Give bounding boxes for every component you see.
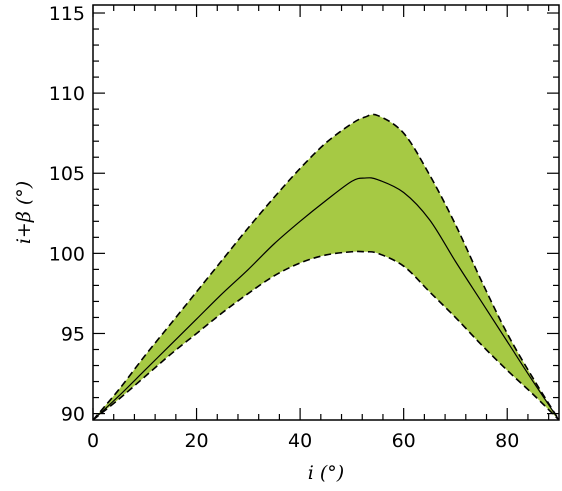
- upper-bound-line: [92, 113, 560, 421]
- x-tick-label: 0: [87, 430, 99, 452]
- fill-layer: [93, 114, 559, 421]
- x-axis-label: i (°): [308, 462, 344, 484]
- x-tick-label: 20: [184, 430, 208, 452]
- y-tick-label: 115: [49, 3, 85, 25]
- y-axis-label: i+β (°): [13, 181, 35, 244]
- y-tick-label: 95: [61, 323, 85, 345]
- y-tick-label: 100: [49, 243, 85, 265]
- y-tick-label: 105: [49, 163, 85, 185]
- x-tick-label: 40: [288, 430, 312, 452]
- y-tick-label: 110: [49, 83, 85, 105]
- lines-layer: [92, 113, 560, 421]
- band-fill: [93, 114, 559, 421]
- x-tick-label: 80: [495, 430, 519, 452]
- lower-bound-line: [92, 250, 560, 421]
- axes-layer: 0 20 40 60 80 90 95 100 105 110 115: [49, 3, 560, 452]
- center-line: [92, 177, 560, 421]
- plot-frame: [92, 4, 560, 421]
- y-tick-label: 90: [61, 404, 85, 426]
- x-tick-label: 60: [392, 430, 416, 452]
